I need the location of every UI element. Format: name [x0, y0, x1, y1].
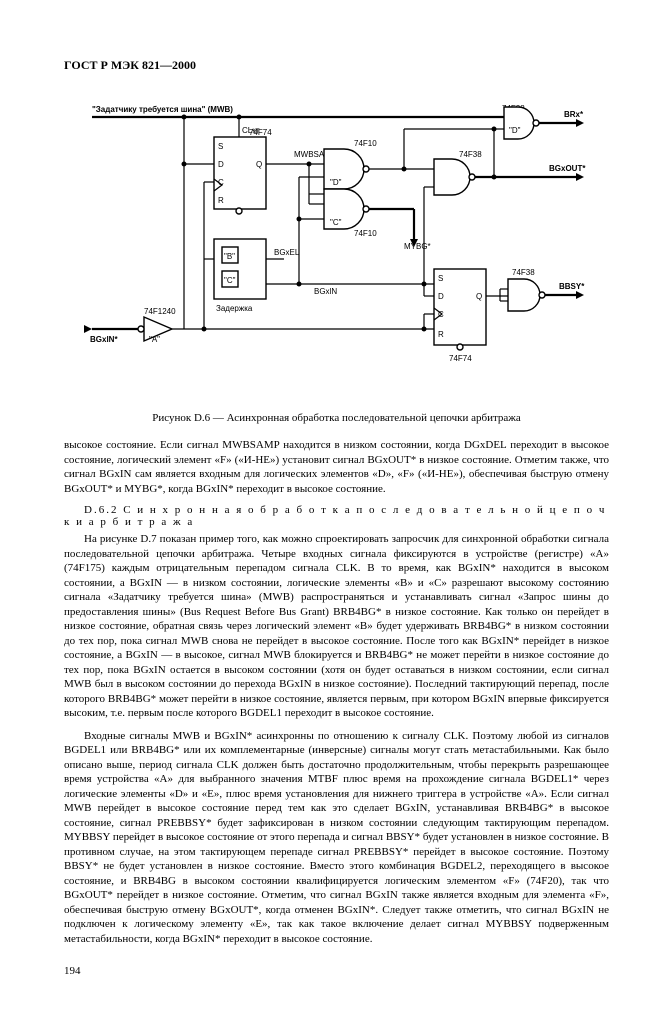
figure-d6: .wl { stroke:#000; stroke-width:1.2; fil…	[64, 89, 609, 402]
page-number: 194	[64, 965, 609, 977]
svg-text:BGxlN: BGxlN	[314, 287, 337, 296]
svg-text:S: S	[438, 274, 443, 283]
svg-text:BGxEL: BGxEL	[274, 248, 300, 257]
circuit-svg: .wl { stroke:#000; stroke-width:1.2; fil…	[64, 89, 609, 397]
doc-id: ГОСТ Р МЭК 821—2000	[64, 58, 609, 73]
svg-text:74F74: 74F74	[449, 354, 472, 363]
svg-text:"D": "D"	[330, 178, 342, 187]
svg-text:"D": "D"	[509, 126, 521, 135]
svg-text:BGxOUT*: BGxOUT*	[549, 164, 586, 173]
svg-text:D: D	[438, 292, 444, 301]
svg-text:74F10: 74F10	[354, 139, 377, 148]
svg-text:74F1240: 74F1240	[144, 307, 176, 316]
svg-text:BRx*: BRx*	[564, 110, 584, 119]
svg-text:D: D	[218, 160, 224, 169]
svg-text:Q: Q	[476, 292, 482, 301]
svg-text:"A": "A"	[149, 335, 160, 344]
svg-text:S: S	[218, 142, 223, 151]
svg-text:74F10: 74F10	[354, 229, 377, 238]
para-3: Входные сигналы MWB и BGxIN* асинхронны …	[64, 729, 609, 947]
para-2: На рисунке D.7 показан пример того, как …	[64, 532, 609, 721]
svg-text:"C": "C"	[330, 218, 342, 227]
svg-text:"B": "B"	[224, 252, 235, 261]
svg-text:74F74: 74F74	[249, 128, 272, 137]
svg-text:Задержка: Задержка	[216, 304, 253, 313]
svg-text:74F38: 74F38	[512, 268, 535, 277]
svg-text:R: R	[438, 330, 444, 339]
svg-text:"C": "C"	[224, 276, 236, 285]
figure-caption: Рисунок D.6 — Асинхронная обработка посл…	[64, 412, 609, 424]
svg-text:R: R	[218, 196, 224, 205]
svg-text:BBSY*: BBSY*	[559, 282, 585, 291]
svg-text:Q: Q	[256, 160, 262, 169]
section-heading: D.6.2 С и н х р о н н а я о б р а б о т …	[64, 504, 609, 528]
sig-mwb: "Задатчику требуется шина" (MWB)	[92, 105, 233, 114]
para-1: высокое состояние. Если сигнал MWBSAMP н…	[64, 438, 609, 496]
svg-text:BGxlN*: BGxlN*	[90, 335, 118, 344]
svg-text:MYBG*: MYBG*	[404, 242, 431, 251]
svg-text:74F38: 74F38	[459, 150, 482, 159]
